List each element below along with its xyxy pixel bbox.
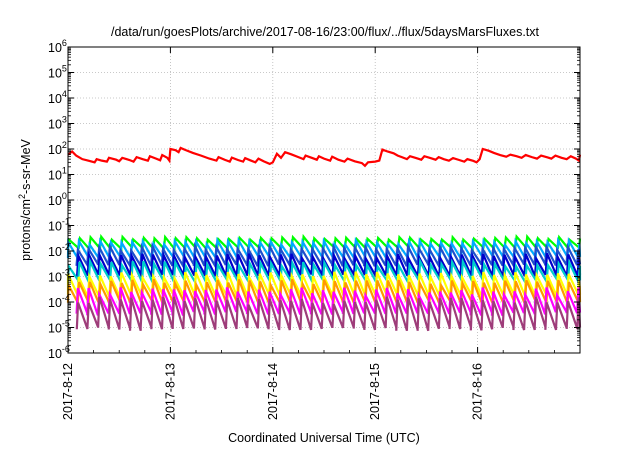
- y-tick-label: 103: [48, 115, 67, 132]
- y-tick-label: 101: [48, 166, 67, 183]
- y-tick-exponent: -1: [62, 217, 70, 227]
- x-axis-label: Coordinated Universal Time (UTC): [228, 431, 420, 445]
- chart-title: /data/run/goesPlots/archive/2017-08-16/2…: [111, 25, 540, 39]
- y-tick-exponent: 6: [62, 38, 67, 48]
- y-tick-base: 10: [48, 347, 62, 361]
- y-tick-exponent: -4: [62, 293, 70, 303]
- y-axis: 10-610-510-410-310-210-11001011021031041…: [48, 38, 580, 361]
- y-tick-label: 10-3: [48, 268, 70, 285]
- y-tick-label: 10-5: [48, 319, 70, 336]
- y-tick-label: 10-1: [48, 217, 70, 234]
- y-tick-base: 10: [48, 169, 62, 183]
- y-tick-exponent: 0: [62, 191, 67, 201]
- series-line-4: [75, 241, 582, 270]
- y-tick-base: 10: [48, 67, 62, 81]
- y-tick-base: 10: [48, 194, 62, 208]
- y-axis-label-suffix: -s-sr-MeV: [19, 138, 33, 194]
- x-tick-label: 2017-8-12: [61, 363, 75, 420]
- y-axis-label-prefix: protons/cm: [19, 199, 33, 261]
- y-tick-exponent: -2: [62, 242, 70, 252]
- y-axis-label: protons/cm2-s-sr-MeV: [17, 138, 33, 260]
- series-line-1: [67, 146, 582, 168]
- y-axis-label-sup: 2: [17, 194, 27, 199]
- y-tick-base: 10: [48, 41, 62, 55]
- y-tick-exponent: 2: [62, 140, 67, 150]
- y-tick-exponent: 5: [62, 64, 67, 74]
- y-tick-exponent: 4: [62, 89, 67, 99]
- y-tick-base: 10: [48, 118, 62, 132]
- x-tick-label: 2017-8-13: [163, 363, 177, 420]
- y-tick-label: 100: [48, 191, 67, 208]
- y-tick-exponent: -5: [62, 319, 70, 329]
- y-tick-base: 10: [48, 296, 62, 310]
- y-tick-label: 10-6: [48, 344, 70, 361]
- y-tick-exponent: -6: [62, 344, 70, 354]
- y-tick-base: 10: [48, 245, 62, 259]
- y-tick-base: 10: [48, 143, 62, 157]
- y-tick-label: 102: [48, 140, 67, 157]
- y-tick-label: 104: [48, 89, 67, 106]
- series-line-10: [75, 296, 582, 332]
- y-tick-label: 105: [48, 64, 67, 81]
- series-group: [66, 146, 582, 332]
- y-tick-exponent: 3: [62, 115, 67, 125]
- y-tick-label: 10-2: [48, 242, 70, 259]
- y-tick-base: 10: [48, 92, 62, 106]
- x-tick-label: 2017-8-16: [471, 363, 485, 420]
- y-tick-label: 10-4: [48, 293, 70, 310]
- x-axis: 2017-8-12 2017-8-13 2017-8-14 2017-8-15 2017…: [61, 47, 555, 420]
- y-tick-base: 10: [48, 220, 62, 234]
- y-tick-base: 10: [48, 271, 62, 285]
- y-tick-exponent: -3: [62, 268, 70, 278]
- x-tick-label: 2017-8-14: [266, 363, 280, 420]
- y-tick-exponent: 1: [62, 166, 67, 176]
- x-tick-label: 2017-8-15: [368, 363, 382, 420]
- y-tick-base: 10: [48, 322, 62, 336]
- y-tick-label: 106: [48, 38, 67, 55]
